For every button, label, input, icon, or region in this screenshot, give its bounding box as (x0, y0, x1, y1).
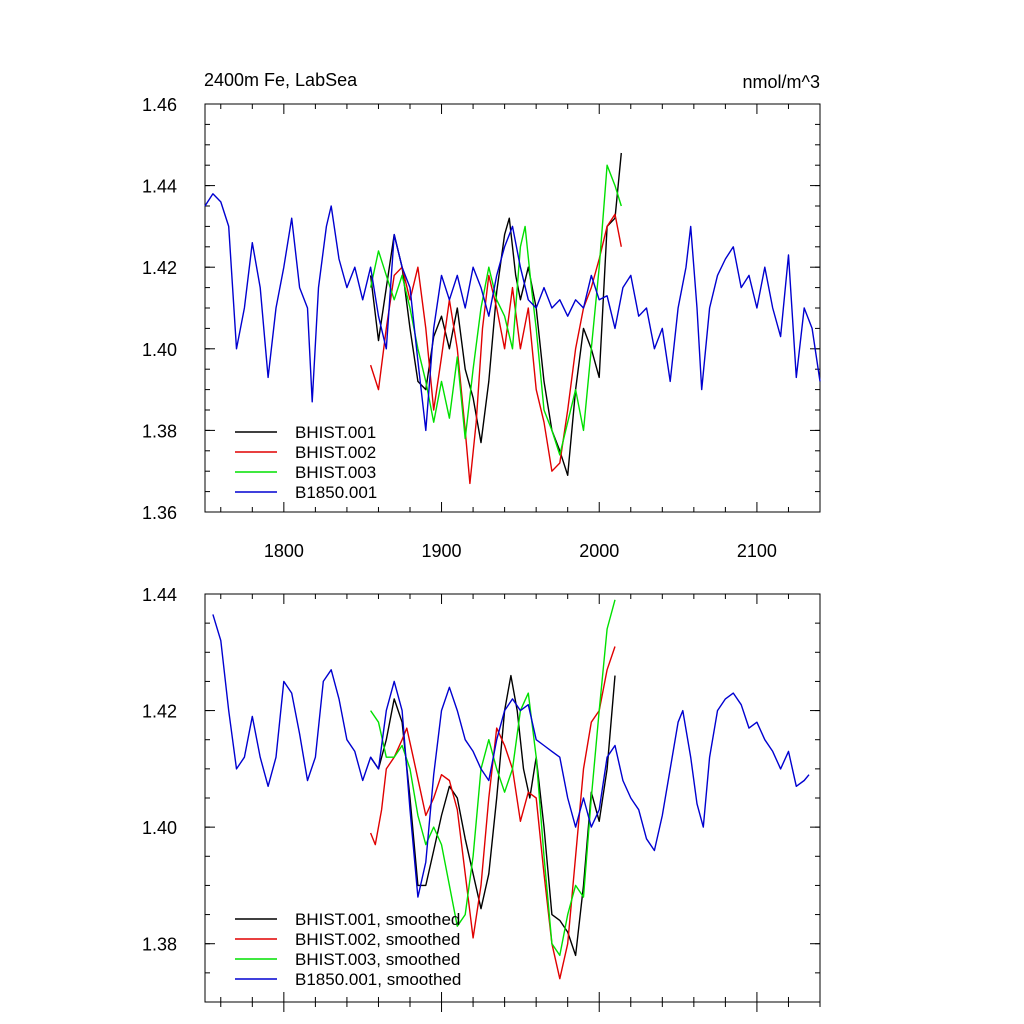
bottom-series-group (212, 599, 810, 980)
bottom-legend-label: BHIST.001, smoothed (295, 910, 460, 929)
top-x-tick-label: 2100 (737, 541, 777, 561)
top-y-tick-label: 1.40 (142, 340, 177, 360)
top-x-tick-label: 1900 (422, 541, 462, 561)
bottom-legend-label: BHIST.002, smoothed (295, 930, 460, 949)
panel-title-left: 2400m Fe, LabSea (204, 70, 358, 90)
top-y-tick-label: 1.42 (142, 258, 177, 278)
top-y-tick-label: 1.38 (142, 421, 177, 441)
top-legend-label: BHIST.002 (295, 443, 376, 462)
top-panel: 2400m Fe, LabSea nmol/m^3 1.361.381.401.… (142, 70, 821, 561)
bottom-legend-label: BHIST.003, smoothed (295, 950, 460, 969)
bottom-panel: 1.381.401.421.44 BHIST.001, smoothedBHIS… (142, 585, 821, 1012)
top-series-group (204, 152, 821, 485)
bottom-series-line-0 (370, 674, 616, 957)
bottom-x-axis (220, 594, 821, 1012)
top-series-line-3 (204, 193, 821, 432)
bottom-series-line-2 (370, 599, 616, 957)
top-legend-label: BHIST.001 (295, 423, 376, 442)
bottom-y-tick-label: 1.42 (142, 702, 177, 722)
top-legend-label: BHIST.003 (295, 463, 376, 482)
top-x-axis: 1800 1900 2000 2100 (220, 104, 821, 561)
top-x-tick-label: 2000 (579, 541, 619, 561)
bottom-y-tick-label: 1.38 (142, 935, 177, 955)
bottom-y-tick-label: 1.44 (142, 585, 177, 605)
top-legend-label: B1850.001 (295, 483, 377, 502)
top-y-tick-label: 1.36 (142, 503, 177, 523)
top-y-axis: 1.36 1.38 1.40 1.42 1.44 1.46 (142, 95, 820, 523)
top-x-tick-label: 1800 (264, 541, 304, 561)
panel-title-right: nmol/m^3 (743, 72, 820, 92)
bottom-series-line-3 (212, 614, 810, 898)
bottom-y-axis: 1.38 1.40 1.42 1.44 (142, 585, 820, 1003)
top-y-tick-label: 1.44 (142, 177, 177, 197)
top-series-line-1 (369, 213, 622, 485)
top-y-tick-label: 1.46 (142, 95, 177, 115)
bottom-y-tick-label: 1.40 (142, 818, 177, 838)
bottom-legend-label: B1850.001, smoothed (295, 970, 461, 989)
